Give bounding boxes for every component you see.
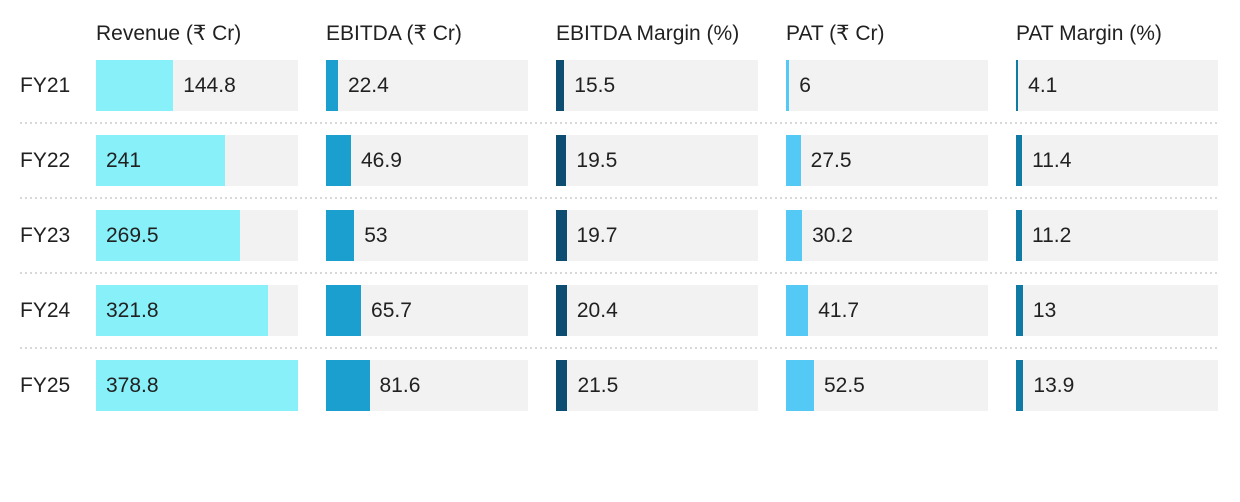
column-header-pat: PAT (₹ Cr) (786, 22, 885, 45)
bar-track: 13.9 (1016, 360, 1218, 411)
bar-track: 19.5 (556, 135, 758, 186)
bar-track: 41.7 (786, 285, 988, 336)
bar-value-label: 22.4 (347, 73, 389, 97)
bar-track: 11.4 (1016, 135, 1218, 186)
bar (326, 210, 355, 261)
bar (1016, 210, 1022, 261)
bar (556, 135, 567, 186)
bar-track: 22.4 (326, 60, 528, 111)
row-separator (20, 272, 1218, 274)
bar-value-label: 15.5 (574, 73, 616, 97)
rows-container: FY21 144.8 22.4 15.5 6 4.1 FY22 241 46.9 19.5 27.5… (20, 60, 1240, 411)
bar (96, 210, 240, 261)
bar-track: 81.6 (326, 360, 528, 411)
table-row: FY23 269.5 53 19.7 30.2 11.2 (20, 210, 1218, 261)
row-separator (20, 347, 1218, 349)
bar-value-label: 13 (1032, 298, 1057, 322)
bar-value-label: 11.2 (1031, 223, 1072, 247)
bar-track: 6 (786, 60, 988, 111)
row-label: FY22 (20, 148, 71, 172)
bar-value-label: 13.9 (1033, 373, 1075, 397)
bar-track: 269.5 (96, 210, 298, 261)
row-separator (20, 197, 1218, 199)
bar-value-label: 241 (106, 148, 142, 172)
bar-value-label: 144.8 (183, 73, 236, 97)
bar (1016, 360, 1024, 411)
bar (96, 285, 268, 336)
bar-value-label: 53 (364, 223, 388, 247)
bar-track: 4.1 (1016, 60, 1218, 111)
bar-track: 15.5 (556, 60, 758, 111)
bar-value-label: 46.9 (361, 148, 402, 172)
bar (1016, 60, 1019, 111)
column-header-ebitda: EBITDA (₹ Cr) (326, 22, 462, 45)
column-header-pat-margin: PAT Margin (%) (1016, 22, 1162, 45)
bar-track: 21.5 (556, 360, 758, 411)
bar-value-label: 41.7 (818, 298, 860, 322)
bar-value-label: 19.7 (576, 223, 618, 247)
row-label: FY23 (20, 223, 71, 247)
table-row: FY22 241 46.9 19.5 27.5 11.4 (20, 135, 1218, 186)
bar-value-label: 27.5 (810, 148, 852, 172)
bar (326, 135, 351, 186)
bar (556, 60, 565, 111)
bar (1016, 135, 1023, 186)
bar-value-label: 20.4 (576, 298, 618, 322)
column-header-ebitda-margin: EBITDA Margin (%) (556, 22, 740, 45)
table-row: FY21 144.8 22.4 15.5 6 4.1 (20, 60, 1218, 111)
bar (326, 360, 370, 411)
bar (786, 360, 814, 411)
column-headers: Revenue (₹ Cr) EBITDA (₹ Cr) EBITDA Marg… (20, 22, 1218, 46)
bar (786, 60, 790, 111)
bar (556, 285, 567, 336)
row-label: FY21 (20, 73, 71, 97)
bar (96, 135, 225, 186)
bar-track: 19.7 (556, 210, 758, 261)
row-separator (20, 122, 1218, 124)
bar-value-label: 378.8 (106, 373, 159, 397)
bar-value-label: 52.5 (823, 373, 865, 397)
bar (96, 360, 298, 411)
bar (786, 135, 801, 186)
table-row: FY24 321.8 65.7 20.4 41.7 13 (20, 285, 1218, 336)
row-label: FY24 (20, 298, 71, 322)
table-row: FY25 378.8 81.6 21.5 52.5 13.9 (20, 360, 1218, 411)
bar (786, 285, 809, 336)
bar-track: 241 (96, 135, 298, 186)
bar-value-label: 21.5 (577, 373, 619, 397)
bar-value-label: 65.7 (371, 298, 412, 322)
bar-value-label: 321.8 (106, 298, 159, 322)
bar (556, 360, 568, 411)
bar (326, 285, 362, 336)
row-label: FY25 (20, 373, 71, 397)
bar (326, 60, 338, 111)
bar-track: 53 (326, 210, 528, 261)
bar-track: 46.9 (326, 135, 528, 186)
bar-value-label: 4.1 (1028, 73, 1058, 97)
bar-value-label: 269.5 (106, 223, 159, 247)
row-label-spacer (20, 22, 68, 46)
bar-value-label: 11.4 (1032, 148, 1072, 172)
bar-track: 13 (1016, 285, 1218, 336)
bar-track: 27.5 (786, 135, 988, 186)
bar (556, 210, 567, 261)
bar-value-label: 30.2 (812, 223, 853, 247)
bar-track: 30.2 (786, 210, 988, 261)
bar-value-label: 6 (799, 73, 811, 97)
bar-track: 20.4 (556, 285, 758, 336)
bar (1016, 285, 1023, 336)
bar-track: 144.8 (96, 60, 298, 111)
bar-value-label: 19.5 (576, 148, 618, 172)
bar-value-label: 81.6 (379, 373, 421, 397)
bar-track: 65.7 (326, 285, 528, 336)
bar (96, 60, 174, 111)
bar-track: 378.8 (96, 360, 298, 411)
bar-track: 52.5 (786, 360, 988, 411)
bar (786, 210, 803, 261)
bar-track: 321.8 (96, 285, 298, 336)
column-header-revenue: Revenue (₹ Cr) (96, 22, 242, 45)
bar-track: 11.2 (1016, 210, 1218, 261)
